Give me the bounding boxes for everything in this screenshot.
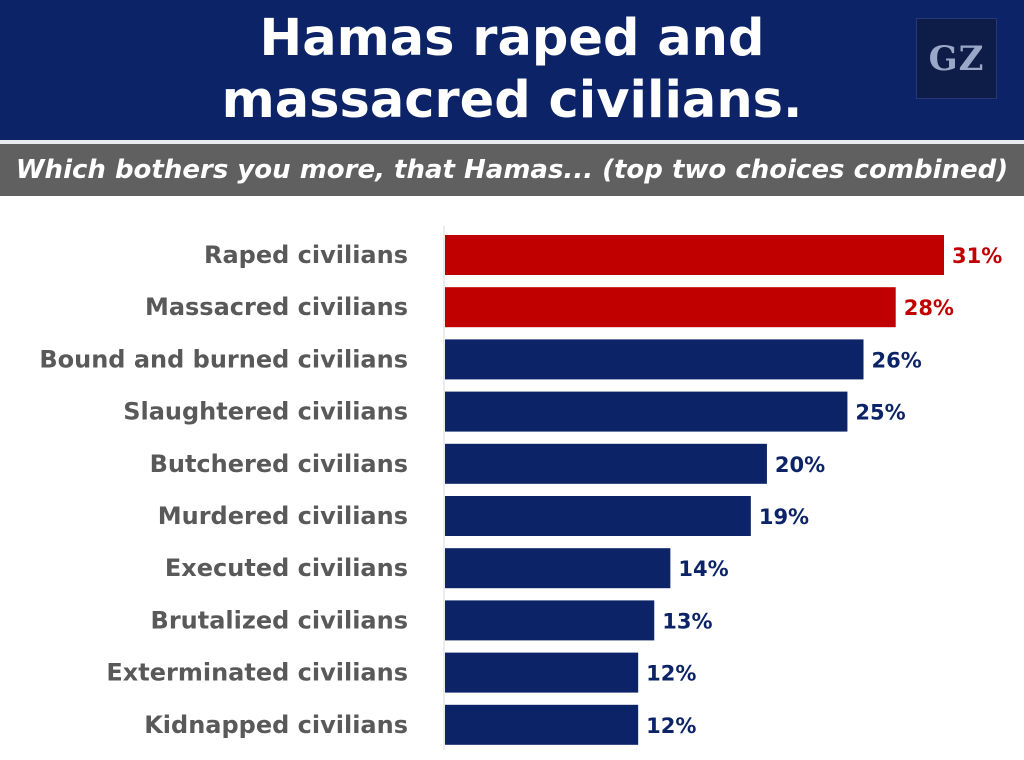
bar <box>445 704 639 745</box>
bar <box>445 287 896 328</box>
value-label: 12% <box>646 714 696 738</box>
header-banner: Hamas raped and massacred civilians. GZ <box>0 0 1024 140</box>
value-label: 26% <box>872 348 922 372</box>
bar <box>445 600 655 641</box>
bar <box>445 443 767 484</box>
category-label: Slaughtered civilians <box>123 398 408 426</box>
bar-chart: Raped civilians 31% Massacred civilians 28%… <box>0 196 1024 760</box>
chart-subtitle: Which bothers you more, that Hamas... (t… <box>15 155 1009 185</box>
category-label: Kidnapped civilians <box>144 711 408 739</box>
subtitle-bar: Which bothers you more, that Hamas... (t… <box>0 144 1024 196</box>
category-label: Raped civilians <box>204 241 408 269</box>
bar <box>445 496 751 536</box>
category-label: Exterminated civilians <box>106 659 408 687</box>
title-line-2: massacred civilians. <box>221 71 803 130</box>
page-title: Hamas raped and massacred civilians. <box>120 8 904 132</box>
value-label: 13% <box>662 609 712 633</box>
value-label: 20% <box>775 453 825 477</box>
category-label: Butchered civilians <box>150 450 408 478</box>
header-divider <box>0 140 1024 144</box>
gz-logo: GZ <box>916 18 997 99</box>
category-label: Bound and burned civilians <box>39 345 408 373</box>
category-label: Massacred civilians <box>145 293 408 321</box>
value-label: 19% <box>759 505 809 529</box>
bar <box>445 339 864 380</box>
value-label: 28% <box>904 296 954 320</box>
value-label: 25% <box>855 401 905 425</box>
value-label: 12% <box>646 662 696 686</box>
category-label: Murdered civilians <box>158 502 408 530</box>
bar <box>445 652 639 693</box>
bar <box>445 391 848 432</box>
value-label: 31% <box>952 244 1002 268</box>
value-label: 14% <box>678 557 728 581</box>
title-line-1: Hamas raped and <box>259 9 765 68</box>
bar <box>445 235 944 275</box>
category-label: Executed civilians <box>165 554 408 582</box>
bar <box>445 548 671 589</box>
bar-chart-svg: Raped civilians 31% Massacred civilians 28%… <box>39 226 1002 750</box>
category-label: Brutalized civilians <box>151 606 408 634</box>
